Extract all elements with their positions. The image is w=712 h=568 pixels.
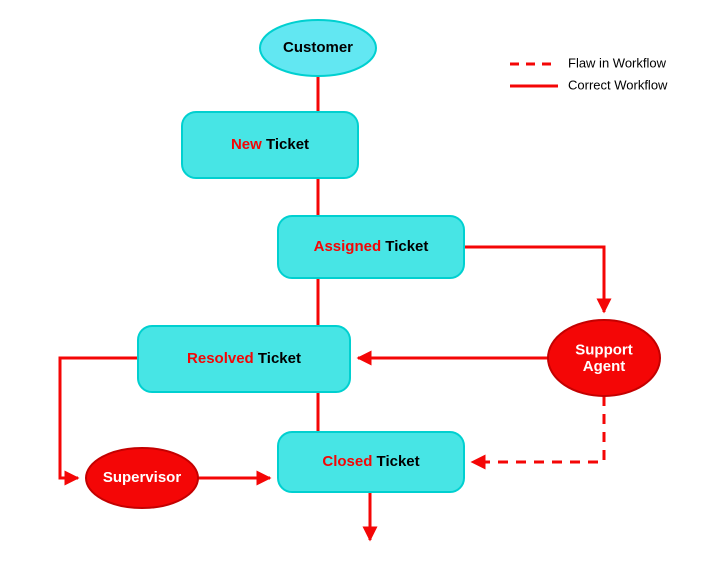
- node-label: Resolved Ticket: [187, 350, 301, 367]
- legend-label: Flaw in Workflow: [568, 55, 667, 70]
- node-label: Customer: [283, 39, 353, 56]
- edge-support-closed: [472, 396, 604, 462]
- node-new: New Ticket: [182, 112, 358, 178]
- node-label: Closed Ticket: [322, 453, 419, 470]
- node-label: SupportAgent: [575, 341, 633, 375]
- node-assigned: Assigned Ticket: [278, 216, 464, 278]
- node-label: Assigned Ticket: [314, 238, 429, 255]
- edge-assigned-support: [464, 247, 604, 312]
- node-supervisor: Supervisor: [86, 448, 198, 508]
- nodes-layer: Customer New Ticket Assigned Ticket Resolve…: [86, 20, 660, 508]
- legend: Flaw in Workflow Correct Workflow: [510, 55, 668, 92]
- node-support: SupportAgent: [548, 320, 660, 396]
- node-label: Supervisor: [103, 469, 182, 486]
- node-label: New Ticket: [231, 136, 309, 153]
- legend-label: Correct Workflow: [568, 77, 668, 92]
- node-resolved: Resolved Ticket: [138, 326, 350, 392]
- node-closed: Closed Ticket: [278, 432, 464, 492]
- node-customer: Customer: [260, 20, 376, 76]
